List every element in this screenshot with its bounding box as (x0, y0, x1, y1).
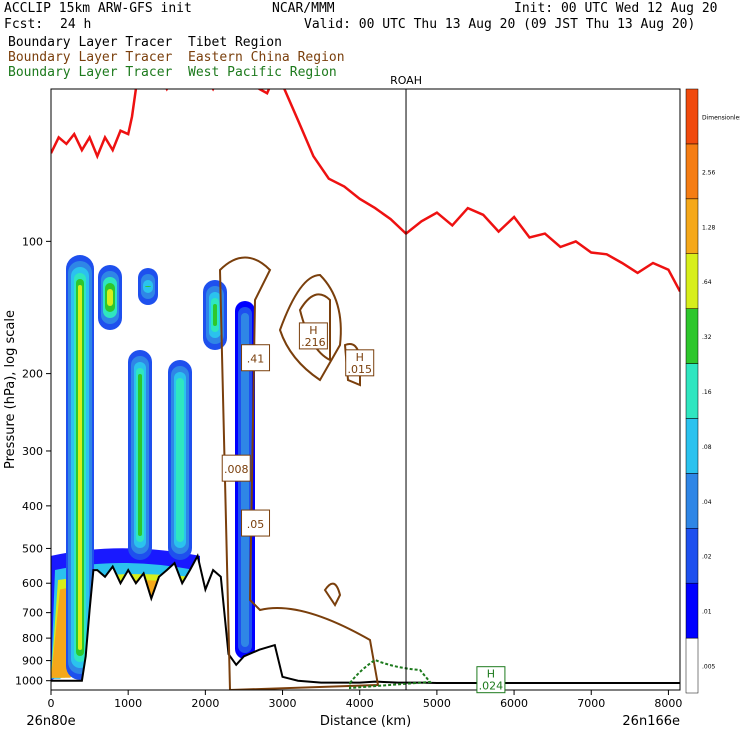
x-tick-label-7: 7000 (577, 697, 605, 710)
tracer-max-value-5: .024 (479, 680, 504, 693)
tracer-max-1: H.015 (345, 349, 375, 377)
y-tick-label-5: 600 (22, 577, 43, 590)
y-tick-label-3: 400 (22, 500, 43, 513)
colorbar-label-3: .04 (702, 499, 712, 506)
colorbar-label-9: 2.56 (702, 169, 716, 176)
colorbar-label-1: .01 (702, 609, 712, 616)
colorbar-label-10: Dimensionless (702, 114, 740, 121)
tracer-max-value-1: .015 (347, 363, 372, 376)
end-location-label: 26n166e (622, 714, 680, 729)
tracer-max-value-4: .05 (247, 518, 265, 531)
terrain-fill (51, 555, 680, 690)
colorbar-swatch-3 (685, 473, 699, 529)
colorbar-swatch-9 (685, 143, 699, 200)
plume-1-level-4 (107, 289, 113, 306)
colorbar-label-5: .16 (702, 389, 712, 396)
forecast-label: Fcst: (4, 17, 44, 32)
colorbar-swatch-10 (685, 88, 699, 145)
eastern-china-contour-1 (278, 273, 342, 382)
colorbar-label-0: .005 (702, 664, 716, 671)
tracer-max-box-5 (476, 666, 506, 694)
plume-2-level-3 (145, 286, 151, 287)
colorbar-swatch-5 (685, 363, 699, 419)
x-tick-label-8: 8000 (654, 697, 682, 710)
y-tick-label-4: 500 (22, 542, 43, 555)
org-label: NCAR/MMM (272, 1, 335, 16)
init-time: Init: 00 UTC Wed 12 Aug 20 (514, 1, 718, 16)
eastern-china-contour-4 (323, 582, 342, 607)
x-tick-label-1: 1000 (114, 697, 142, 710)
eastern-china-contour-0 (218, 256, 380, 690)
y-tick-label-8: 900 (22, 655, 43, 668)
y-tick-label-7: 800 (22, 632, 43, 645)
model-title: ACCLIP 15km ARW-GFS init (4, 1, 192, 16)
tracer-max-letter-5: H (487, 668, 495, 681)
tracer-max-box-4 (241, 509, 271, 537)
start-location-label: 26n80e (26, 714, 75, 729)
plume-5-level-4 (213, 304, 217, 326)
colorbar-swatch-4 (685, 418, 699, 474)
x-tick-label-0: 0 (48, 697, 55, 710)
valid-time: Valid: 00 UTC Thu 13 Aug 20 (09 JST Thu … (304, 17, 696, 32)
tropopause-line (51, 89, 680, 292)
x-tick-label-3: 3000 (269, 697, 297, 710)
tracer-max-value-3: .008 (224, 463, 249, 476)
x-tick-label-6: 6000 (500, 697, 528, 710)
plume-4-level-3 (176, 378, 184, 542)
station-label: ROAH (390, 74, 422, 87)
colorbar-label-6: .32 (702, 334, 712, 341)
colorbar-label-7: .64 (702, 279, 712, 286)
tracer-max-3: .008 (221, 454, 251, 482)
y-tick-label-1: 200 (22, 368, 43, 381)
tracer-max-2: .41 (241, 344, 271, 372)
tracer-max-box-3 (221, 454, 251, 482)
x-tick-label-5: 5000 (423, 697, 451, 710)
y-axis-title: Pressure (hPa), log scale (3, 310, 18, 469)
colorbar-label-2: .02 (702, 554, 712, 561)
y-tick-label-6: 700 (22, 607, 43, 620)
colorbar-swatch-6 (685, 308, 699, 364)
tracer-max-value-0: .216 (301, 336, 326, 349)
tracer-max-5: H.024 (476, 666, 506, 694)
x-tick-label-2: 2000 (191, 697, 219, 710)
plume-3-level-4 (138, 374, 142, 536)
y-tick-label-0: 100 (22, 235, 43, 248)
tracer-max-4: .05 (241, 509, 271, 537)
colorbar-label-4: .08 (702, 444, 712, 451)
legend-west-pacific: Boundary Layer Tracer West Pacific Regio… (8, 65, 337, 80)
colorbar-swatch-1 (685, 582, 699, 639)
colorbar-swatch-8 (685, 198, 699, 254)
legend-eastern-china: Boundary Layer Tracer Eastern China Regi… (8, 50, 345, 65)
colorbar-swatch-0 (685, 637, 699, 694)
tracer-max-box-0 (298, 322, 328, 350)
forecast-hours: 24 h (60, 17, 92, 32)
plot-frame (50, 88, 681, 691)
legend-tibet: Boundary Layer Tracer Tibet Region (8, 35, 282, 50)
tracer-max-0: H.216 (298, 322, 328, 350)
x-tick-label-4: 4000 (346, 697, 374, 710)
plume-0-level-5 (78, 285, 82, 650)
tracer-max-box-2 (241, 344, 271, 372)
colorbar-swatch-7 (685, 253, 699, 309)
tracer-max-box-1 (345, 349, 375, 377)
tracer-max-letter-0: H (309, 324, 317, 337)
terrain-line (51, 553, 680, 684)
colorbar-label-8: 1.28 (702, 224, 716, 231)
colorbar-swatch-2 (685, 528, 699, 584)
y-tick-label-2: 300 (22, 445, 43, 458)
tracer-max-letter-1: H (356, 351, 364, 364)
x-axis-title: Distance (km) (320, 714, 411, 729)
y-tick-label-9: 1000 (15, 675, 43, 688)
tracer-max-value-2: .41 (247, 353, 265, 366)
west-pacific-contour (349, 658, 433, 690)
